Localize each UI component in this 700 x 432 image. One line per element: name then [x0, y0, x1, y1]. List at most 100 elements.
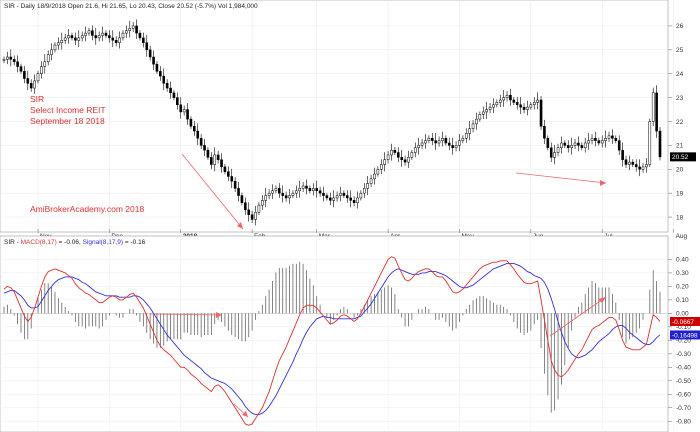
- candle-body: [648, 121, 652, 165]
- candle-body: [2, 59, 6, 61]
- candle-body: [553, 152, 556, 158]
- candle-body: [430, 137, 434, 141]
- candle-body: [288, 195, 291, 199]
- price-y-axis: 18 19 20 21 22 23 24 25 26: [668, 23, 684, 221]
- price-y-tick-label: 23: [676, 95, 684, 102]
- candle-body: [203, 145, 206, 151]
- candle-body: [257, 204, 261, 213]
- price-pane: SIR - Daily 18/9/2018 Open 21.6, Hi 21.6…: [0, 0, 696, 240]
- candle-body: [597, 140, 601, 144]
- candle-body: [216, 154, 220, 160]
- candle-body: [101, 32, 104, 36]
- candle-body: [152, 56, 155, 65]
- candle-body: [519, 104, 522, 108]
- candle-body: [505, 94, 509, 98]
- signal-value-badge: -0.16498: [670, 330, 700, 340]
- candle-body: [471, 123, 475, 129]
- candle-body: [233, 180, 237, 189]
- macd-trend-line-2: [549, 296, 607, 337]
- macd-header-macd-label: MACD(8,17): [21, 239, 57, 246]
- macd-y-tick-label: -0.50: [676, 378, 691, 385]
- candle-body: [29, 83, 33, 89]
- candle-body: [179, 104, 183, 113]
- candle-body: [417, 145, 420, 149]
- macd-low-arrow-head: [242, 411, 248, 417]
- candle-body: [573, 142, 577, 146]
- candle-body: [142, 37, 145, 43]
- macd-header: SIR - MACD(8,17) = -0.06, Signal(8,17,9)…: [4, 239, 146, 246]
- macd-y-axis: 0.40 0.30 0.20 0.10 0.00 -0.10 -0.20 -0.30 -0.40…: [668, 257, 691, 426]
- candle-body: [16, 61, 19, 67]
- candle-body: [213, 154, 217, 165]
- macd-plot-frame: [0, 235, 669, 432]
- candle-body: [577, 142, 580, 146]
- candle-body: [182, 109, 186, 113]
- candle-body: [325, 195, 329, 199]
- macd-trend-lines: [149, 296, 607, 418]
- annotation-date: September 18 2018: [30, 116, 105, 126]
- candle-body: [332, 197, 335, 201]
- candle-body: [128, 28, 132, 31]
- price-y-tick-label: 24: [676, 71, 684, 78]
- candle-body: [237, 188, 240, 196]
- candle-body: [434, 140, 437, 144]
- candle-body: [50, 49, 53, 55]
- candle-body: [410, 152, 414, 158]
- candle-body: [138, 32, 142, 39]
- candle-body: [26, 78, 30, 84]
- signal-value-badge-bg: [670, 330, 700, 340]
- candle-body: [587, 140, 590, 144]
- candle-body: [125, 30, 128, 34]
- candle-body: [638, 166, 641, 170]
- last-close-badge: 20.52: [670, 152, 696, 162]
- candle-body: [349, 197, 352, 201]
- candle-body: [23, 71, 26, 79]
- candle-body: [645, 164, 648, 168]
- candle-body: [373, 173, 376, 180]
- candle-body: [281, 192, 285, 196]
- candle-body: [162, 75, 166, 84]
- annotation-site: AmiBrokerAcademy.com 2018: [30, 204, 144, 214]
- candle-body: [46, 54, 50, 63]
- candle-body: [634, 164, 638, 168]
- macd-value-badge-label: -0.0667: [672, 319, 694, 326]
- candle-body: [172, 92, 176, 98]
- annotation-ticker: SIR: [30, 94, 44, 104]
- candle-body: [403, 159, 407, 163]
- candle-body: [386, 154, 390, 160]
- candle-body: [481, 111, 485, 115]
- candle-body: [12, 59, 16, 63]
- macd-y-tick-label: 0.20: [676, 284, 689, 291]
- candle-body: [36, 73, 40, 82]
- candle-body: [611, 135, 614, 139]
- trend-line-divergence: [515, 172, 607, 184]
- trend-line-divergence-head: [600, 180, 606, 186]
- candle-body: [488, 106, 492, 110]
- last-close-badge-bg: [670, 152, 696, 162]
- candle-body: [658, 130, 662, 158]
- candle-body: [447, 142, 451, 146]
- candle-body: [322, 192, 325, 196]
- candle-body: [458, 140, 461, 146]
- macd-header-prefix: SIR -: [4, 239, 21, 246]
- candle-body: [9, 56, 13, 60]
- candle-body: [227, 171, 230, 177]
- candle-body: [339, 192, 342, 196]
- candle-body: [400, 157, 403, 160]
- candle-body: [413, 147, 417, 153]
- candle-body: [77, 37, 81, 41]
- candle-body: [451, 145, 454, 149]
- candle-body: [543, 126, 546, 139]
- candle-body: [441, 137, 444, 141]
- macd-histogram: [3, 261, 661, 413]
- candle-body: [566, 145, 570, 149]
- candle-body: [454, 145, 458, 149]
- candle-body: [532, 102, 536, 106]
- candle-body: [267, 192, 271, 196]
- candle-body: [651, 92, 655, 122]
- macd-pane: SIR - MACD(8,17) = -0.06, Signal(8,17,9)…: [0, 235, 700, 432]
- macd-y-tick-label: -0.60: [676, 392, 691, 399]
- candle-body: [301, 185, 305, 189]
- candle-body: [97, 35, 101, 39]
- price-y-tick-label: 25: [676, 47, 684, 54]
